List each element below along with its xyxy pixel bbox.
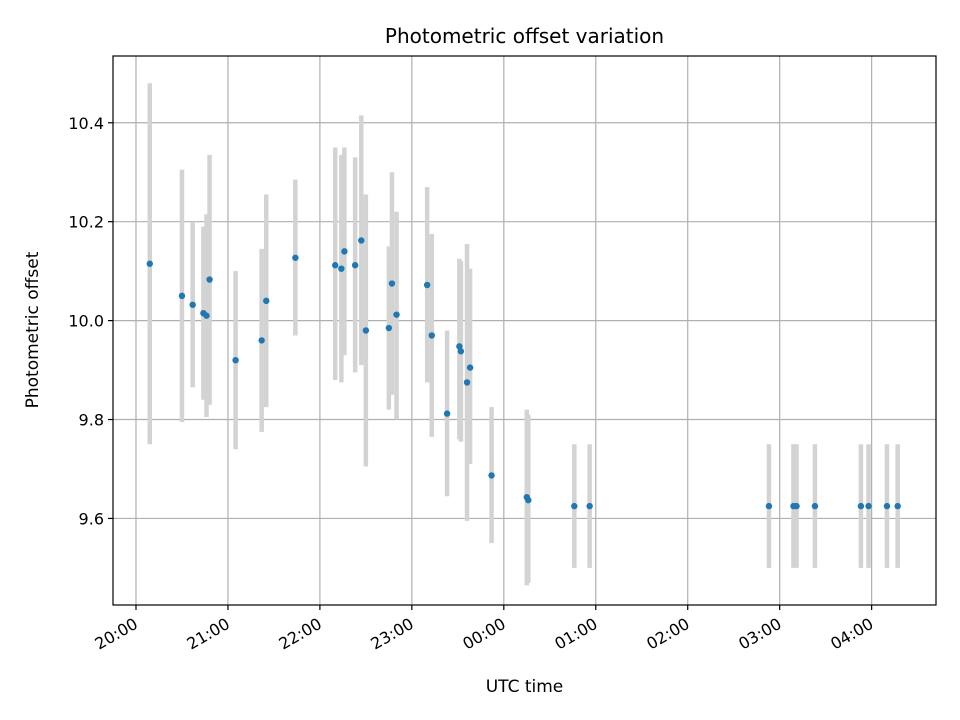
data-point xyxy=(525,496,532,504)
data-point xyxy=(428,332,435,339)
data-point xyxy=(362,327,370,334)
data-point xyxy=(341,248,348,255)
y-axis-ticks: 9.6 9.8 10.0 10.2 10.4 xyxy=(68,114,113,528)
data-point xyxy=(332,262,339,269)
y-tick-label: 10.4 xyxy=(68,114,104,133)
grid-lines xyxy=(113,56,936,605)
data-point xyxy=(189,301,196,308)
data-point xyxy=(263,297,270,305)
data-point xyxy=(457,348,465,355)
data-point xyxy=(463,379,471,386)
y-axis-label: Photometric offset xyxy=(23,251,43,408)
data-point xyxy=(393,311,400,318)
data-point xyxy=(232,356,239,364)
plot-frame xyxy=(112,55,937,606)
data-point xyxy=(443,410,451,417)
data-point xyxy=(206,276,213,283)
y-tick-label: 9.8 xyxy=(79,411,104,430)
x-axis-label: UTC time xyxy=(486,677,564,697)
data-point xyxy=(358,237,365,244)
data-point xyxy=(586,502,593,510)
y-tick-label: 9.6 xyxy=(79,509,104,528)
data-point xyxy=(466,364,474,371)
data-point xyxy=(456,343,463,350)
data-point xyxy=(292,254,299,261)
data-point xyxy=(385,324,393,332)
data-point xyxy=(571,502,578,510)
data-point xyxy=(423,281,431,289)
data-point xyxy=(203,312,210,319)
data-point xyxy=(793,502,800,510)
data-point xyxy=(178,292,186,300)
data-point xyxy=(857,502,865,510)
data-point xyxy=(258,337,265,344)
data-point xyxy=(894,502,901,510)
data-point xyxy=(388,280,396,287)
data-point xyxy=(351,262,359,269)
data-point xyxy=(146,260,153,267)
y-tick-label: 10.0 xyxy=(68,312,104,331)
data-points xyxy=(146,237,901,510)
data-point xyxy=(488,472,495,479)
data-point xyxy=(865,502,872,510)
data-point xyxy=(811,502,819,510)
y-tick-label: 10.2 xyxy=(68,213,104,232)
data-point xyxy=(338,265,345,272)
data-point xyxy=(765,502,773,510)
chart-title: Photometric offset variation xyxy=(385,24,664,48)
data-point xyxy=(883,502,891,510)
